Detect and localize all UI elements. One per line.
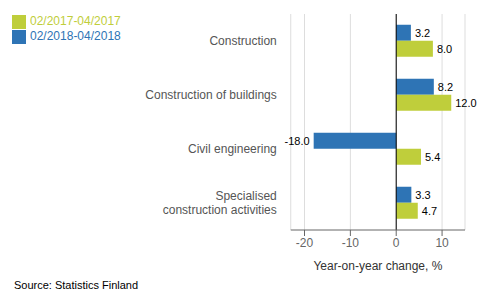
svg-text:0: 0 [393,236,400,250]
svg-text:-20: -20 [296,236,314,250]
svg-text:4.7: 4.7 [422,205,437,217]
html-text:02/2018-04/2018: 02/2018-04/2018 [30,28,121,43]
svg-text:8.2: 8.2 [438,81,453,93]
svg-text:-18.0: -18.0 [285,135,310,147]
svg-text:Year-on-year change, %: Year-on-year change, % [313,259,442,273]
svg-text:-10: -10 [342,236,360,250]
svg-text:10: 10 [435,236,449,250]
svg-text:Construction: Construction [209,34,276,48]
svg-text:Specialisedconstruction activi: Specialisedconstruction activities [163,189,277,217]
html-text:Source: Statistics Finland: Source: Statistics Finland [14,279,139,291]
svg-text:3.2: 3.2 [415,27,430,39]
svg-text:Civil engineering: Civil engineering [188,142,277,156]
svg-text:Construction of buildings: Construction of buildings [145,88,276,102]
svg-text:3.3: 3.3 [415,189,430,201]
svg-text:12.0: 12.0 [455,97,476,109]
svg-text:8.0: 8.0 [437,43,452,55]
html-text:02/2017-04/2017: 02/2017-04/2017 [30,14,121,28]
svg-text:5.4: 5.4 [425,151,440,163]
